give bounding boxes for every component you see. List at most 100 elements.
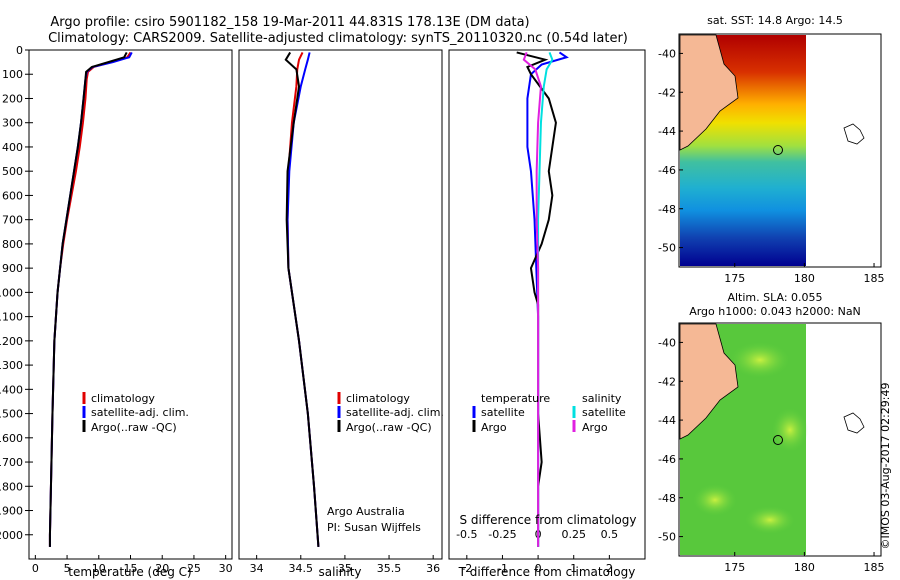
t-difference-ticks: -2 -1 0 1 2: [461, 555, 613, 575]
depth-tick-label: 700: [2, 214, 23, 227]
series-line: [522, 52, 542, 547]
temperature-profiles: [48, 51, 133, 547]
map-x-tick-label: 175: [724, 561, 745, 574]
s-diff-tick-label: 0.25: [561, 528, 586, 541]
map-y-tick-label: -46: [658, 453, 676, 466]
x-tick-label: 10: [92, 562, 106, 575]
difference-panel: -2 -1 0 1 2 -0.5 -0.25 0 0.25 0.5 T difference f…: [448, 49, 646, 579]
difference-legend: temperature salinity satellite Argo sate…: [472, 392, 626, 434]
depth-tick-label: 1700: [0, 456, 23, 469]
temperature-axes-box: [28, 49, 233, 560]
argo-position-marker: [773, 435, 783, 445]
x-tick-label: 30: [219, 562, 233, 575]
x-tick-label: -1: [497, 562, 508, 575]
coastline-island: [843, 412, 865, 434]
land-mass: [679, 34, 739, 151]
s-difference-xlabel: S difference from climatology: [460, 513, 637, 527]
map-y-tick-label: -42: [658, 375, 676, 388]
temperature-ticks: 0 5 10 15 20 25 30: [29, 49, 233, 575]
map-y-tick-label: -44: [658, 414, 676, 427]
x-tick-label: 25: [187, 562, 201, 575]
map-x-tick-label: 185: [864, 561, 885, 574]
salinity-xlabel: salinity: [318, 565, 361, 579]
depth-tick-label: 1600: [0, 432, 23, 445]
sst-map-title: sat. SST: 14.8 Argo: 14.5: [707, 14, 843, 27]
sla-map-panel: Altim. SLA: 0.055 Argo h1000: 0.043 h200…: [658, 291, 885, 574]
legend-label-satellite: satellite-adj. clim.: [91, 406, 189, 419]
salinity-axes-box: [238, 49, 443, 560]
map-y-tick-label: -40: [658, 47, 676, 60]
temperature-legend: climatology satellite-adj. clim. Argo(..…: [82, 392, 189, 434]
depth-tick-label: 2000: [0, 529, 23, 542]
difference-profiles: [516, 51, 569, 547]
map-y-tick-label: -42: [658, 86, 676, 99]
sla-blob: [693, 484, 737, 516]
legend-label-argo: Argo(..raw -QC): [91, 421, 177, 434]
sla-map-ticks: 175 180 185 -40 -42 -44 -46 -48 -50: [658, 336, 885, 574]
figure-title-line1: Argo profile: csiro 5901182_158 19-Mar-2…: [50, 15, 529, 30]
depth-tick-label: 1100: [0, 311, 23, 324]
depth-tick-label: 400: [2, 141, 23, 154]
depth-tick-label: 200: [2, 92, 23, 105]
x-tick-label: 1: [570, 562, 577, 575]
depth-tick-label: 1300: [0, 359, 23, 372]
depth-tick-label: 100: [2, 68, 23, 81]
pi-label: PI: Susan Wijffels: [327, 521, 421, 534]
depth-tick-label: 1900: [0, 505, 23, 518]
x-tick-label: 15: [124, 562, 138, 575]
map-y-tick-label: -44: [658, 125, 676, 138]
depth-ticks: 0 100 200 300 400 500 600 700 800 900 1000 1100 1200…: [0, 44, 29, 542]
s-diff-tick-label: -0.5: [456, 528, 477, 541]
x-tick-label: 36: [426, 562, 440, 575]
figure-title-line2: Climatology: CARS2009. Satellite-adjuste…: [48, 31, 628, 46]
legend-label-satellite: satellite-adj. clim.: [346, 406, 444, 419]
legend-label-s-satellite: satellite: [582, 406, 626, 419]
land-mass: [679, 323, 739, 440]
map-y-tick-label: -50: [658, 242, 676, 255]
org-label: Argo Australia: [327, 505, 405, 518]
x-tick-label: -2: [461, 562, 472, 575]
depth-tick-label: 1000: [0, 286, 23, 299]
series-line: [48, 51, 128, 547]
legend-label-s-argo: Argo: [582, 421, 608, 434]
salinity-panel: 34 34.5 35 35.5 36 salinity climatology sate…: [238, 49, 444, 579]
temperature-panel: 0100200300400500600700800900100011001200…: [0, 44, 233, 579]
coastline-island: [843, 123, 865, 145]
map-x-tick-label: 175: [724, 272, 745, 285]
legend-label-t-argo: Argo: [481, 421, 507, 434]
sla-blob: [772, 408, 808, 452]
sst-map-ticks: 175 180 185 -40 -42 -44 -46 -48 -50: [658, 47, 885, 285]
map-x-tick-label: 180: [794, 561, 815, 574]
legend-label-t-satellite: satellite: [481, 406, 525, 419]
map-y-tick-label: -46: [658, 164, 676, 177]
salinity-profiles: [284, 51, 320, 547]
legend-title-temperature: temperature: [481, 392, 550, 405]
x-tick-label: 2: [606, 562, 613, 575]
depth-tick-label: 900: [2, 262, 23, 275]
x-tick-label: 5: [64, 562, 71, 575]
x-tick-label: 0: [535, 562, 542, 575]
sst-map-panel: sat. SST: 14.8 Argo: 14.5 175 180 185 -40 -4…: [658, 14, 885, 285]
salinity-ticks: 34 34.5 35 35.5 36: [250, 555, 440, 575]
depth-tick-label: 300: [2, 117, 23, 130]
depth-tick-label: 0: [16, 44, 23, 57]
map-y-tick-label: -50: [658, 531, 676, 544]
imos-watermark: ©IMOS 03-Aug-2017 02:29:49: [879, 383, 892, 550]
legend-title-salinity: salinity: [582, 392, 622, 405]
x-tick-label: 35: [338, 562, 352, 575]
depth-tick-label: 500: [2, 165, 23, 178]
series-line: [284, 51, 320, 547]
map-x-tick-label: 180: [794, 272, 815, 285]
x-tick-label: 34.5: [289, 562, 314, 575]
sla-blob: [745, 506, 795, 534]
sla-map-title-line2: Argo h1000: 0.043 h2000: NaN: [689, 305, 861, 318]
x-tick-label: 0: [32, 562, 39, 575]
depth-tick-label: 600: [2, 189, 23, 202]
depth-tick-label: 1200: [0, 335, 23, 348]
x-tick-label: 35.5: [377, 562, 402, 575]
t-difference-xlabel: T difference from climatology: [458, 565, 636, 579]
sla-blob: [730, 342, 790, 378]
map-y-tick-label: -48: [658, 203, 676, 216]
salinity-legend: climatology satellite-adj. clim. Argo(..…: [337, 392, 444, 434]
